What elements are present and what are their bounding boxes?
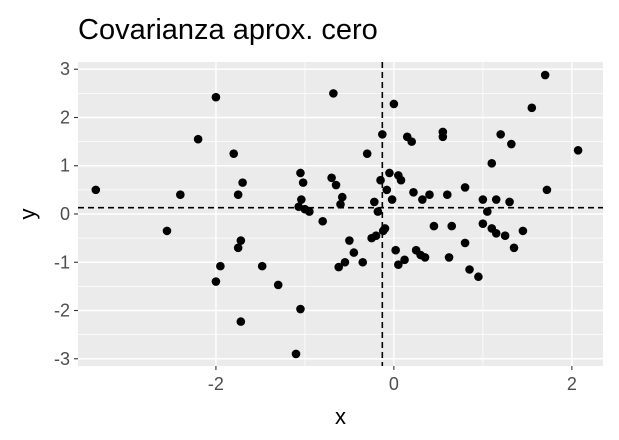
data-point bbox=[438, 127, 448, 137]
data-point bbox=[409, 187, 418, 197]
data-point bbox=[337, 192, 347, 202]
data-point bbox=[491, 229, 501, 238]
data-point bbox=[429, 221, 439, 231]
data-point bbox=[542, 185, 552, 195]
data-point bbox=[340, 257, 350, 267]
data-point bbox=[91, 185, 101, 195]
data-point bbox=[257, 261, 267, 271]
data-point bbox=[334, 262, 344, 272]
data-point bbox=[162, 226, 172, 236]
y-tick-label: -2 bbox=[54, 301, 70, 321]
x-tick-label: 0 bbox=[389, 374, 399, 394]
data-point bbox=[373, 207, 383, 216]
data-point bbox=[444, 253, 454, 262]
data-point bbox=[376, 175, 385, 185]
data-point bbox=[378, 130, 387, 139]
x-axis-ticks: -2 0 2 bbox=[208, 366, 577, 394]
data-point bbox=[483, 207, 492, 216]
data-point bbox=[371, 231, 381, 241]
data-point bbox=[336, 200, 345, 209]
data-point bbox=[216, 261, 225, 271]
data-point bbox=[527, 103, 537, 113]
data-point bbox=[394, 260, 403, 269]
data-point bbox=[193, 134, 203, 144]
data-point bbox=[318, 216, 328, 226]
data-point bbox=[349, 248, 359, 257]
data-point bbox=[291, 349, 301, 359]
data-point bbox=[496, 130, 505, 139]
data-point bbox=[387, 195, 397, 204]
data-point bbox=[211, 277, 221, 286]
x-axis-title: x bbox=[335, 404, 346, 429]
data-point bbox=[540, 70, 550, 80]
chart-title: Covarianza aprox. cero bbox=[78, 14, 378, 46]
data-point bbox=[236, 317, 246, 326]
y-tick-label: -1 bbox=[54, 252, 70, 272]
data-point bbox=[382, 185, 392, 195]
data-point bbox=[425, 190, 434, 199]
data-point bbox=[238, 178, 247, 187]
data-point bbox=[518, 226, 528, 236]
data-point bbox=[229, 149, 239, 158]
major-gridlines bbox=[78, 62, 603, 366]
data-point bbox=[297, 195, 306, 204]
data-point bbox=[420, 253, 430, 262]
y-axis-title: y bbox=[15, 209, 40, 220]
data-point bbox=[211, 92, 221, 102]
x-tick-label: -2 bbox=[208, 374, 224, 394]
data-point bbox=[400, 255, 409, 265]
data-point bbox=[305, 207, 314, 216]
data-point bbox=[329, 89, 338, 98]
x-tick-label: 2 bbox=[567, 374, 577, 394]
y-axis-ticks: -3 -2 -1 0 1 2 3 bbox=[54, 59, 78, 369]
data-point bbox=[273, 280, 283, 290]
data-point bbox=[407, 137, 416, 146]
y-tick-label: 0 bbox=[60, 204, 70, 224]
y-tick-label: 2 bbox=[60, 107, 70, 127]
data-point bbox=[358, 257, 368, 267]
data-point bbox=[460, 238, 470, 248]
data-point bbox=[236, 236, 246, 245]
minor-gridlines bbox=[78, 62, 603, 366]
data-point bbox=[509, 243, 519, 253]
data-point bbox=[345, 236, 354, 245]
data-point bbox=[487, 159, 497, 168]
data-point bbox=[296, 304, 305, 314]
data-point bbox=[391, 245, 400, 255]
data-point bbox=[418, 195, 427, 204]
data-point bbox=[380, 224, 390, 233]
data-point bbox=[442, 190, 452, 199]
data-point bbox=[233, 190, 243, 199]
data-point bbox=[474, 272, 483, 282]
data-point bbox=[176, 190, 185, 199]
data-point bbox=[465, 265, 474, 274]
data-point bbox=[331, 180, 341, 190]
data-point bbox=[500, 231, 510, 241]
data-point bbox=[460, 183, 470, 192]
data-point bbox=[505, 197, 514, 207]
data-point bbox=[298, 178, 308, 187]
data-point bbox=[296, 168, 305, 178]
data-point bbox=[507, 139, 516, 149]
data-point bbox=[478, 195, 488, 204]
data-point bbox=[389, 99, 399, 109]
data-point bbox=[385, 168, 394, 178]
data-point bbox=[327, 173, 336, 183]
data-point bbox=[478, 219, 488, 228]
data-point bbox=[233, 243, 243, 253]
data-points bbox=[91, 70, 583, 359]
y-tick-label: 1 bbox=[60, 156, 70, 176]
y-tick-label: 3 bbox=[60, 59, 70, 79]
data-point bbox=[573, 146, 583, 155]
data-point bbox=[370, 197, 379, 207]
data-point bbox=[447, 221, 457, 231]
data-point bbox=[491, 195, 501, 204]
y-tick-label: -3 bbox=[54, 349, 70, 369]
data-point bbox=[362, 149, 372, 158]
data-point bbox=[396, 175, 406, 185]
